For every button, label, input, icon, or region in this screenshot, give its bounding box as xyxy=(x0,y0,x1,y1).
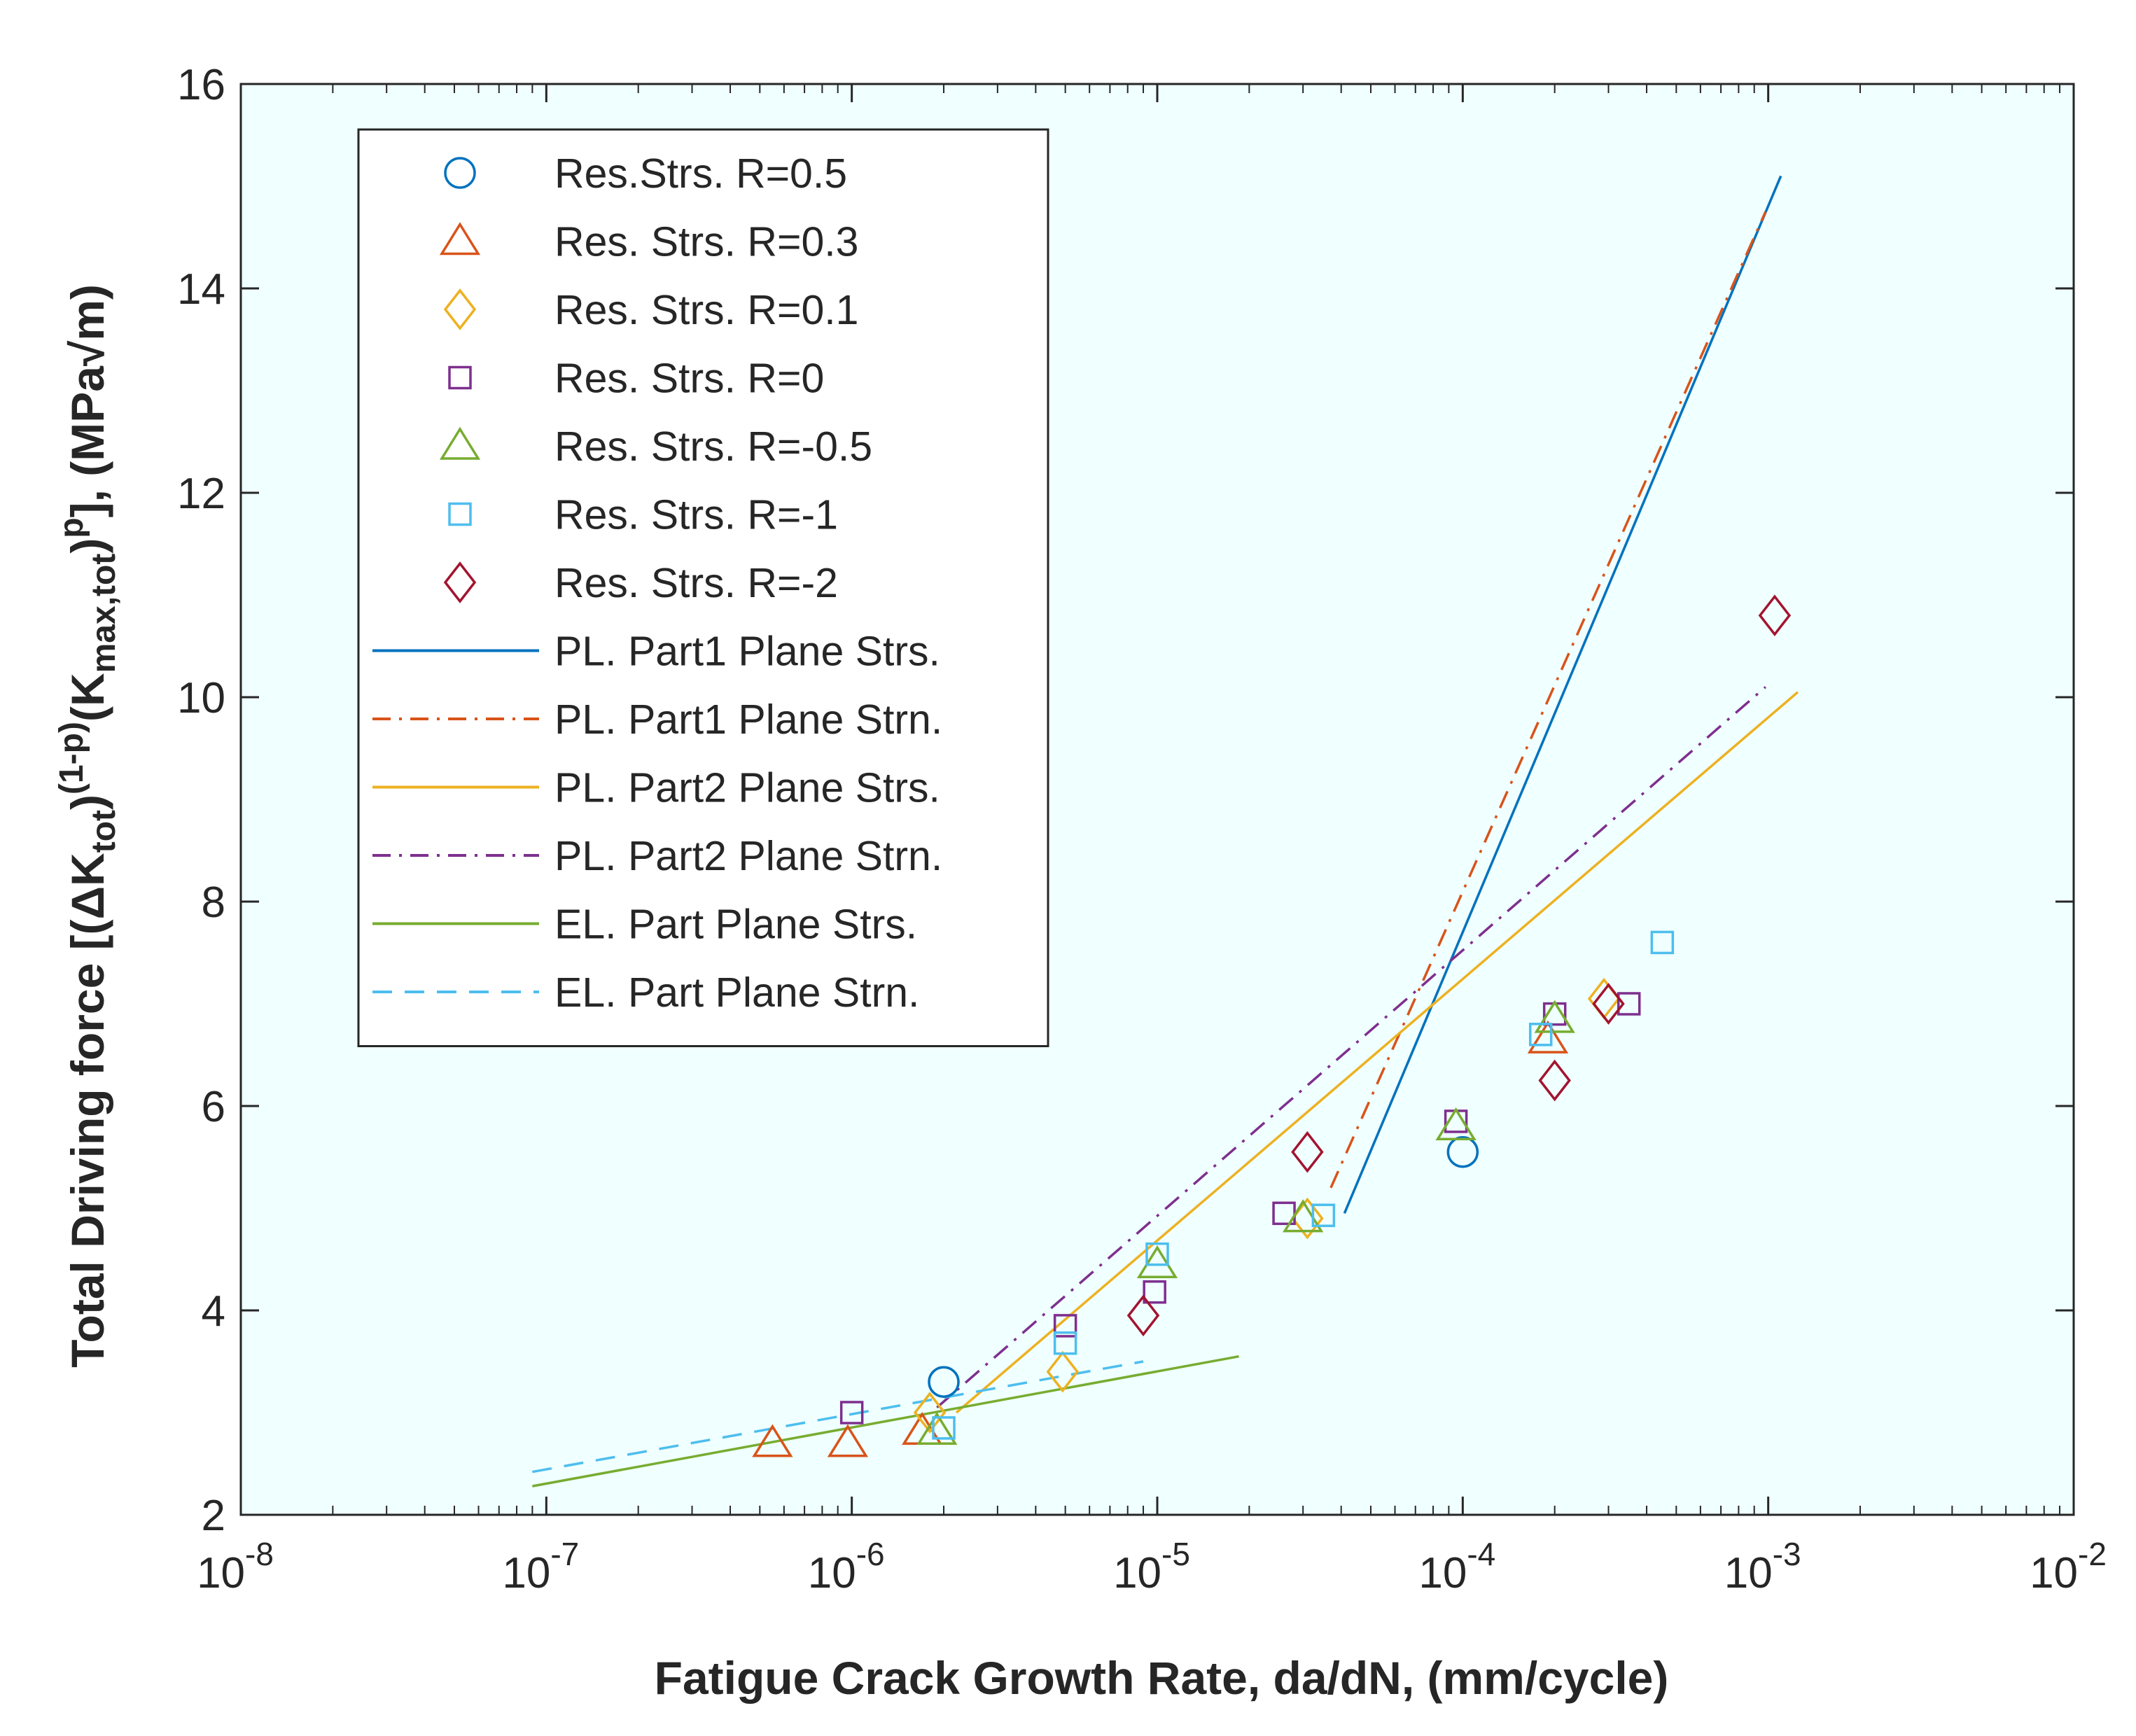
data-point-s2-2 xyxy=(827,1424,869,1457)
y-label-close1: ) xyxy=(62,794,113,810)
legend-swatch-7 xyxy=(443,561,477,603)
legend-box xyxy=(357,128,1049,1047)
x-axis-label: Fatigue Crack Growth Rate, da/dN, (mm/cy… xyxy=(655,1652,1669,1704)
legend-swatch-2 xyxy=(439,222,481,255)
x-tick-label: 10-4 xyxy=(1418,1536,1495,1597)
series-markers xyxy=(752,594,1792,1457)
legend: Res.Strs. R=0.5 Res. Strs. R=0.3 Res. Strs… xyxy=(357,128,1049,1047)
data-point-s4-2 xyxy=(1053,1314,1077,1338)
legend-label-13: EL. Part Plane Strn. xyxy=(554,969,919,1016)
series-lines xyxy=(532,175,1799,1488)
data-point-s6-1 xyxy=(932,1416,956,1440)
y-label-exp1: (1-p) xyxy=(53,722,90,794)
data-point-s6-3 xyxy=(1145,1242,1169,1266)
data-point-s6-4 xyxy=(1311,1203,1336,1227)
data-point-s5-5 xyxy=(1534,1000,1575,1033)
y-tick-label: 4 xyxy=(202,1287,225,1336)
legend-label-2: Res. Strs. R=0.3 xyxy=(554,219,858,265)
y-tick-label: 12 xyxy=(177,470,225,518)
x-tick-labels: 10-8 10-7 10-6 10-5 10-4 10-3 10-2 xyxy=(197,1536,2107,1597)
data-point-s2-1 xyxy=(752,1424,793,1457)
y-tick-label: 8 xyxy=(202,878,225,927)
y-tick-label: 6 xyxy=(202,1083,225,1131)
legend-swatch-5 xyxy=(439,426,481,460)
data-point-s4-3 xyxy=(1143,1280,1166,1304)
legend-swatch-4 xyxy=(448,365,472,390)
y-label-k1: K xyxy=(62,853,113,886)
legend-swatch-3 xyxy=(443,288,477,330)
legend-label-4: Res. Strs. R=0 xyxy=(554,356,824,402)
legend-label-9: PL. Part1 Plane Strn. xyxy=(554,696,942,743)
y-label-open2: (K xyxy=(62,673,113,722)
data-point-s6-5 xyxy=(1528,1023,1553,1046)
data-point-s5-4 xyxy=(1435,1107,1477,1140)
x-tick-label: 10-5 xyxy=(1113,1536,1190,1597)
y-tick-label: 2 xyxy=(202,1492,225,1540)
y-tick-label: 16 xyxy=(177,61,225,109)
series-line-8 xyxy=(1343,175,1782,1214)
data-point-s4-1 xyxy=(839,1401,864,1424)
data-point-s1-2 xyxy=(1446,1135,1479,1168)
data-point-s3-1 xyxy=(913,1392,947,1434)
data-point-s5-2 xyxy=(1136,1245,1178,1279)
y-tick-label: 14 xyxy=(177,265,225,314)
data-point-s5-1 xyxy=(916,1411,958,1446)
data-point-s7-2 xyxy=(1291,1130,1324,1173)
y-label-delta: Δ xyxy=(62,886,113,919)
x-tick-label: 10-2 xyxy=(2030,1536,2107,1597)
data-point-s6-6 xyxy=(1650,930,1675,955)
data-point-s7-4 xyxy=(1592,983,1625,1025)
legend-label-5: Res. Strs. R=-0.5 xyxy=(554,424,872,470)
series-line-9 xyxy=(1329,211,1767,1189)
y-label-exp2: p xyxy=(53,517,90,538)
series-line-10 xyxy=(955,691,1799,1414)
y-label-k1-sub: tot xyxy=(85,810,123,853)
series-line-11 xyxy=(936,686,1766,1409)
x-tick-label: 10-6 xyxy=(808,1536,885,1597)
legend-label-7: Res. Strs. R=-2 xyxy=(554,560,838,606)
y-axis-label: Total Driving force [(ΔKtot)(1-p)(Kmax,t… xyxy=(53,284,123,1368)
data-point-s2-4 xyxy=(1527,1020,1569,1054)
data-point-s7-5 xyxy=(1758,594,1792,637)
legend-label-10: PL. Part2 Plane Strs. xyxy=(554,765,940,811)
legend-swatch-1 xyxy=(444,157,476,189)
legend-label-3: Res. Strs. R=0.1 xyxy=(554,287,858,333)
y-tick-labels: 2 4 6 8 10 12 14 16 xyxy=(177,61,225,1540)
x-tick-label: 10-8 xyxy=(197,1536,274,1597)
axis-ticks xyxy=(239,83,2075,1516)
data-point-s6-2 xyxy=(1053,1331,1077,1355)
series-line-12 xyxy=(532,1354,1239,1488)
data-point-s3-2 xyxy=(1046,1350,1080,1393)
plot-frame xyxy=(239,83,2075,1516)
y-label-k2-sub: max,tot xyxy=(85,554,123,673)
legend-label-11: PL. Part2 Plane Strn. xyxy=(554,833,942,879)
data-point-s1-1 xyxy=(928,1366,960,1398)
y-tick-label: 10 xyxy=(177,674,225,722)
legend-label-12: EL. Part Plane Strs. xyxy=(554,902,917,948)
y-label-tail: ], (MPa√m) xyxy=(62,284,113,517)
legend-label-6: Res. Strs. R=-1 xyxy=(554,492,838,538)
series-line-13 xyxy=(532,1360,1144,1474)
legend-label-8: PL. Part1 Plane Strs. xyxy=(554,629,940,675)
legend-swatch-6 xyxy=(448,502,472,526)
data-point-s7-3 xyxy=(1538,1059,1571,1102)
x-tick-label: 10-7 xyxy=(502,1536,579,1597)
legend-label-1: Res.Strs. R=0.5 xyxy=(554,150,847,197)
data-point-s4-7 xyxy=(1617,992,1641,1016)
y-label-close2: ) xyxy=(62,538,113,554)
x-tick-label: 10-3 xyxy=(1724,1536,1801,1597)
data-point-s7-1 xyxy=(1126,1294,1160,1337)
y-label-part1: Total Driving force [( xyxy=(62,919,113,1367)
